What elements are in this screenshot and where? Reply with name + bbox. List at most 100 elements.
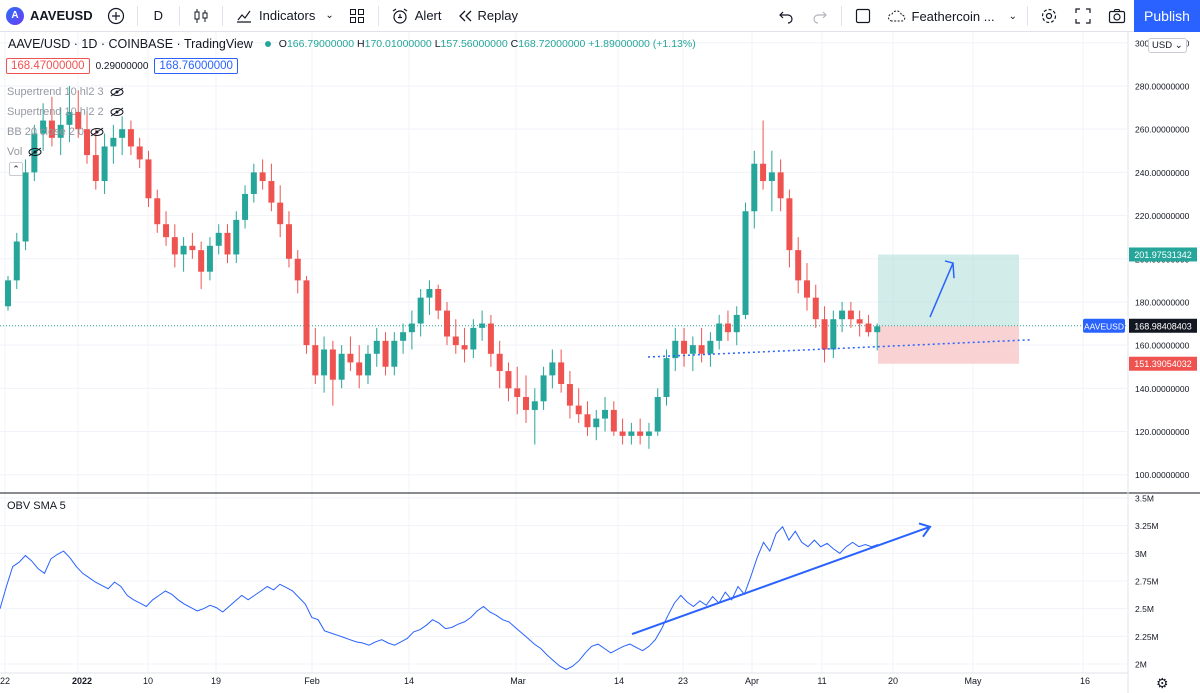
publish-button[interactable]: Publish bbox=[1134, 0, 1200, 32]
indicator-row[interactable]: Supertrend 10 hl2 3 bbox=[7, 82, 124, 102]
layout-name: Feathercoin ... bbox=[911, 8, 995, 24]
candle bbox=[681, 327, 688, 367]
layout-select-button[interactable] bbox=[846, 0, 880, 32]
indicator-row[interactable]: Vol bbox=[7, 142, 124, 162]
replay-button[interactable]: Replay bbox=[448, 0, 524, 32]
indicator-row[interactable]: Supertrend 10 hl2 2 bbox=[7, 102, 124, 122]
candle bbox=[13, 232, 20, 289]
settings-button[interactable] bbox=[1032, 0, 1066, 32]
candle-body bbox=[48, 120, 55, 138]
high-value: 170.01000000 bbox=[364, 38, 432, 50]
buy-price-button[interactable]: 168.76000000 bbox=[154, 58, 238, 74]
candle bbox=[57, 107, 64, 156]
symbol-search-button[interactable]: A AAVEUSD bbox=[0, 0, 99, 32]
candle-body bbox=[487, 323, 494, 354]
candle bbox=[163, 211, 170, 246]
target-price-tag: 201.97531342 bbox=[1129, 247, 1197, 262]
candle bbox=[242, 185, 249, 229]
candle bbox=[566, 371, 573, 419]
candle-body bbox=[66, 111, 73, 125]
chevron-down-icon[interactable]: ⌄ bbox=[1008, 10, 1017, 22]
templates-button[interactable] bbox=[340, 0, 374, 32]
candle-body bbox=[391, 340, 398, 367]
stop-price-value: 151.39054032 bbox=[1134, 359, 1192, 369]
candle bbox=[795, 237, 802, 294]
obv-up-arrow-drawing[interactable] bbox=[631, 522, 932, 636]
last-price-value: 168.98408403 bbox=[1134, 321, 1192, 331]
candle bbox=[847, 301, 854, 328]
candle-body bbox=[206, 245, 213, 272]
candle bbox=[259, 159, 266, 190]
candle-body bbox=[531, 401, 538, 410]
candle bbox=[839, 301, 846, 333]
interval-button[interactable]: D bbox=[142, 0, 175, 32]
candle bbox=[698, 327, 705, 363]
candle-body bbox=[812, 297, 819, 320]
candle-body bbox=[13, 241, 20, 281]
candle-body bbox=[268, 181, 275, 203]
support-trend-line[interactable] bbox=[647, 338, 1033, 358]
candle bbox=[865, 314, 872, 337]
candle-body bbox=[400, 332, 407, 341]
candle bbox=[470, 319, 477, 359]
obv-axis[interactable]: 3.5M 3.25M 3M 2.75M 2.5M 2.25M 2M bbox=[1135, 494, 1159, 670]
aave-logo-icon: A bbox=[6, 6, 24, 25]
candle-body bbox=[215, 232, 222, 246]
candle-body bbox=[180, 245, 187, 255]
time-axis[interactable]: 22 2022 10 19 Feb 14 Mar 14 23 Apr 11 20 May 16 bbox=[0, 672, 1128, 686]
candle bbox=[347, 336, 354, 372]
obv-tick-label: 2M bbox=[1135, 660, 1147, 670]
arrow-head bbox=[918, 522, 932, 538]
loss-zone[interactable] bbox=[878, 325, 1019, 364]
alert-button[interactable]: Alert bbox=[383, 0, 448, 32]
collapse-legend-button[interactable]: ⌃ bbox=[9, 162, 23, 176]
candle-body bbox=[145, 159, 152, 199]
chart-settings-gear-icon[interactable]: ⚙ bbox=[1156, 675, 1169, 691]
chart-canvas[interactable]: 300.00000000280.00000000260.00000000240.… bbox=[0, 32, 1200, 693]
candle bbox=[382, 332, 389, 376]
candle-body bbox=[654, 396, 661, 432]
candle bbox=[751, 150, 758, 229]
gear-icon bbox=[1038, 5, 1060, 27]
candle bbox=[145, 150, 152, 207]
eye-hidden-icon[interactable] bbox=[110, 107, 124, 117]
obv-tick-label: 3.5M bbox=[1135, 494, 1154, 504]
profit-zone[interactable] bbox=[878, 254, 1019, 326]
eye-hidden-icon[interactable] bbox=[110, 87, 124, 97]
arrow-shaft bbox=[631, 525, 931, 636]
candle bbox=[250, 163, 257, 203]
indicators-button[interactable]: Indicators ⌄ bbox=[227, 0, 340, 32]
toolbar-divider bbox=[222, 5, 223, 26]
candle-body bbox=[233, 219, 240, 255]
candle-body bbox=[444, 310, 450, 337]
change-value: +1.89000000 (+1.13%) bbox=[588, 38, 696, 50]
chart-type-button[interactable] bbox=[184, 0, 218, 32]
chevron-down-icon[interactable]: ⌄ bbox=[325, 10, 334, 21]
target-price-value: 201.97531342 bbox=[1134, 250, 1192, 260]
long-position-tool[interactable] bbox=[878, 254, 1019, 364]
up-arrow-drawing[interactable] bbox=[929, 260, 955, 318]
candle bbox=[768, 150, 775, 212]
chart-container[interactable]: 300.00000000280.00000000260.00000000240.… bbox=[0, 32, 1200, 693]
sell-price-button[interactable]: 168.47000000 bbox=[6, 58, 90, 74]
saved-layout-button[interactable]: Feathercoin ... ⌄ bbox=[880, 0, 1024, 32]
candle-body bbox=[364, 353, 371, 376]
arrow-shaft bbox=[929, 262, 954, 318]
undo-button[interactable] bbox=[769, 0, 803, 32]
grid-icon bbox=[346, 5, 368, 27]
snapshot-button[interactable] bbox=[1100, 0, 1134, 32]
candle-body bbox=[110, 137, 117, 147]
eye-hidden-icon[interactable] bbox=[28, 147, 42, 157]
indicator-row[interactable]: BB 20 close 2 0 bbox=[7, 122, 124, 142]
redo-button[interactable] bbox=[803, 0, 837, 32]
candle-body bbox=[856, 319, 863, 324]
eye-hidden-icon[interactable] bbox=[90, 127, 104, 137]
candle-body bbox=[663, 358, 670, 397]
price-tick-label: 240.00000000 bbox=[1135, 168, 1190, 178]
fullscreen-button[interactable] bbox=[1066, 0, 1100, 32]
price-tick-label: 180.00000000 bbox=[1135, 297, 1190, 307]
candle bbox=[426, 280, 433, 315]
time-tick-label: 22 bbox=[0, 676, 10, 686]
currency-select-button[interactable]: USD ⌄ bbox=[1148, 38, 1187, 53]
compare-symbol-button[interactable] bbox=[99, 0, 133, 32]
